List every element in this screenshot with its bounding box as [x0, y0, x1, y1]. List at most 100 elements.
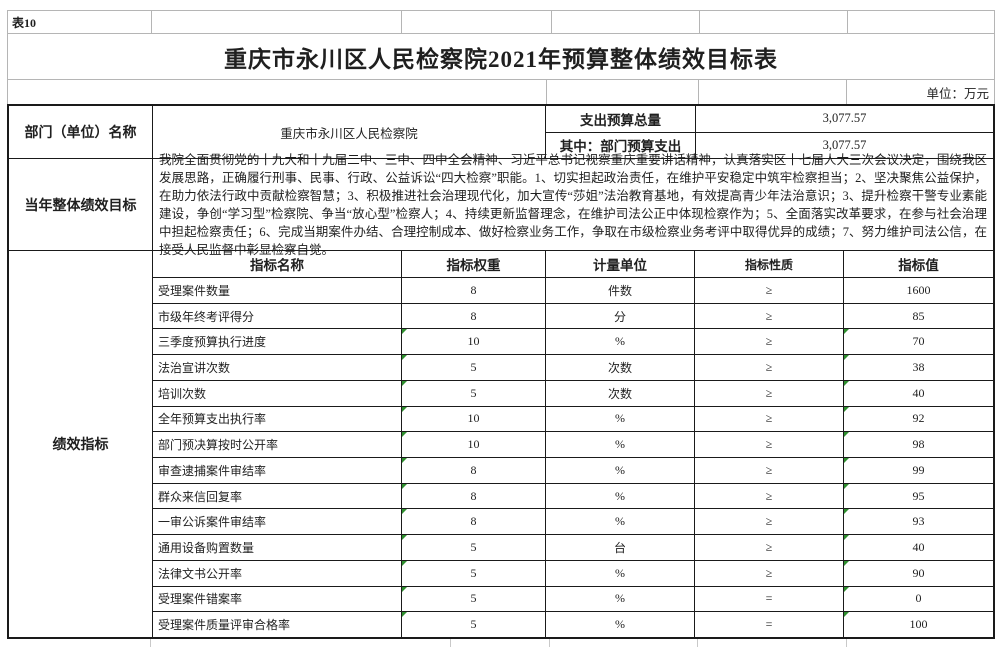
- indicator-value: 1600: [843, 278, 993, 303]
- department-name: 重庆市永川区人民检察院: [152, 106, 545, 158]
- indicator-unit: %: [545, 406, 694, 432]
- indicator-unit: %: [545, 458, 694, 483]
- grid-cell: [8, 80, 546, 104]
- indicator-nature: =: [694, 612, 843, 638]
- gridline: [697, 639, 698, 647]
- indicator-weight: 10: [401, 406, 545, 432]
- table-row: 审查逮捕案件审结率 8 % ≥ 99: [153, 457, 993, 483]
- indicator-value: 99: [843, 458, 993, 483]
- budget-total-value: 3,077.57: [695, 106, 993, 132]
- indicator-nature: ≥: [694, 535, 843, 560]
- indicator-unit: %: [545, 586, 694, 612]
- indicator-value: 0: [843, 586, 993, 612]
- annual-goal-row: 当年整体绩效目标 我院全面贯彻党的十九大和十九届二中、三中、四中全会精神、习近平…: [9, 153, 993, 257]
- table-row: 法治宣讲次数 5 次数 ≥ 38: [153, 354, 993, 380]
- indicator-weight: 8: [401, 303, 545, 329]
- header-name: 指标名称: [250, 258, 304, 273]
- grid-cell: [698, 80, 846, 104]
- table-row: 通用设备购置数量 5 台 ≥ 40: [153, 534, 993, 560]
- indicator-nature: ≥: [694, 509, 843, 535]
- indicator-weight: 5: [401, 355, 545, 380]
- indicator-name: 法治宣讲次数: [158, 361, 231, 376]
- table-row: 市级年终考评得分 8 分 ≥ 85: [153, 302, 993, 329]
- grid-cell: [551, 11, 699, 33]
- indicator-name: 一审公诉案件审结率: [158, 515, 267, 530]
- indicator-weight: 5: [401, 586, 545, 612]
- header-value: 指标值: [843, 251, 993, 277]
- indicator-weight: 8: [401, 509, 545, 535]
- gridline: [150, 639, 151, 647]
- indicator-name: 通用设备购置数量: [158, 541, 255, 556]
- table-row: 受理案件错案率 5 % = 0: [153, 585, 993, 612]
- indicator-weight: 8: [401, 483, 545, 509]
- indicator-weight: 5: [401, 560, 545, 586]
- indicator-weight: 10: [401, 432, 545, 458]
- indicator-nature: ≥: [694, 432, 843, 458]
- indicator-unit: %: [545, 432, 694, 458]
- indicator-value: 95: [843, 483, 993, 509]
- indicator-weight: 8: [401, 278, 545, 303]
- title-row: 重庆市永川区人民检察院2021年预算整体绩效目标表: [8, 33, 994, 79]
- department-label: 部门（单位）名称: [24, 126, 137, 141]
- main-table: 部门（单位）名称 重庆市永川区人民检察院 支出预算总量 3,077.57 其中：…: [7, 104, 995, 639]
- gridline: [846, 639, 847, 647]
- indicator-nature: ≥: [694, 278, 843, 303]
- annual-goal-label: 当年整体绩效目标: [24, 198, 137, 214]
- indicator-name: 群众来信回复率: [158, 489, 243, 504]
- indicator-weight: 10: [401, 329, 545, 355]
- indicator-value: 40: [843, 380, 993, 406]
- indicator-name: 培训次数: [158, 386, 207, 401]
- indicator-name: 受理案件错案率: [158, 592, 243, 607]
- indicator-value: 70: [843, 329, 993, 355]
- unit-note: 单位：万元: [846, 80, 994, 104]
- indicator-nature: ≥: [694, 303, 843, 329]
- sheet-top-rows: 表10 重庆市永川区人民检察院2021年预算整体绩效目标表 单位：万元: [7, 10, 995, 104]
- grid-cell: [151, 11, 401, 33]
- table-row: 全年预算支出执行率 10 % ≥ 92: [153, 405, 993, 432]
- gridline: [549, 639, 550, 647]
- header-unit: 计量单位: [545, 251, 694, 277]
- indicator-weight: 5: [401, 380, 545, 406]
- table-row: 三季度预算执行进度 10 % ≥ 70: [153, 328, 993, 355]
- indicator-unit: %: [545, 509, 694, 535]
- indicator-name: 受理案件质量评审合格率: [158, 618, 291, 633]
- budget-total-row: 支出预算总量 3,077.57: [546, 106, 993, 132]
- indicator-section-label: 绩效指标: [52, 438, 109, 453]
- unit-note-row: 单位：万元: [8, 79, 994, 104]
- indicator-unit: %: [545, 483, 694, 509]
- table-row: 受理案件质量评审合格率 5 % = 100: [153, 611, 993, 638]
- table-number: 表10: [12, 16, 37, 30]
- indicator-unit: 次数: [545, 355, 694, 380]
- dept-budget-row: 其中：部门预算支出 3,077.57: [546, 131, 993, 158]
- indicator-nature: =: [694, 586, 843, 612]
- indicator-nature: ≥: [694, 560, 843, 586]
- table-row: 法律文书公开率 5 % ≥ 90: [153, 559, 993, 586]
- indicator-name: 审查逮捕案件审结率: [158, 463, 267, 478]
- indicator-unit: %: [545, 612, 694, 638]
- table-row: 一审公诉案件审结率 8 % ≥ 93: [153, 508, 993, 535]
- sheet-gridline-strip: [7, 639, 995, 647]
- table-row: 部门预决算按时公开率 10 % ≥ 98: [153, 431, 993, 458]
- indicator-name: 全年预算支出执行率: [158, 412, 267, 427]
- indicator-value: 90: [843, 560, 993, 586]
- budget-summary: 支出预算总量 3,077.57 其中：部门预算支出 3,077.57: [545, 106, 993, 158]
- grid-cell: [546, 80, 698, 104]
- indicator-weight: 5: [401, 535, 545, 560]
- indicator-value: 100: [843, 612, 993, 638]
- table-row: 群众来信回复率 8 % ≥ 95: [153, 482, 993, 509]
- indicator-unit: %: [545, 329, 694, 355]
- gridline: [450, 639, 451, 647]
- indicator-nature: ≥: [694, 458, 843, 483]
- table-row: 受理案件数量 8 件数 ≥ 1600: [153, 277, 993, 303]
- indicator-nature: ≥: [694, 406, 843, 432]
- indicator-unit: 件数: [545, 278, 694, 303]
- grid-cell: [401, 11, 551, 33]
- indicator-value: 85: [843, 303, 993, 329]
- indicator-weight: 8: [401, 458, 545, 483]
- indicator-unit: 次数: [545, 380, 694, 406]
- header-nature: 指标性质: [694, 251, 843, 277]
- dept-budget-value: 3,077.57: [695, 132, 993, 158]
- grid-cell: [847, 11, 994, 33]
- indicator-value: 93: [843, 509, 993, 535]
- indicator-name: 受理案件数量: [158, 283, 231, 298]
